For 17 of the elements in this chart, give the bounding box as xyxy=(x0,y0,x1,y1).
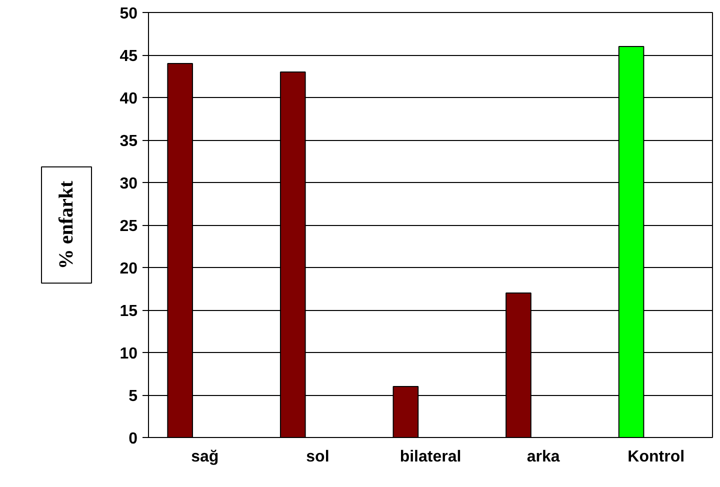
x-tick-label: sağ xyxy=(191,448,219,466)
y-tick-label: 10 xyxy=(120,346,138,362)
y-tick-label: 0 xyxy=(128,430,138,448)
x-tick-label: arka xyxy=(526,448,560,466)
y-tick-label: 20 xyxy=(120,260,138,278)
y-tick-label: 5 xyxy=(128,388,138,405)
y-axis-title: % enfarkt xyxy=(56,180,78,270)
y-tick-label: 45 xyxy=(120,48,138,65)
y-tick-label: 15 xyxy=(120,303,138,320)
y-tick-label: 35 xyxy=(120,133,138,150)
x-tick-label: sol xyxy=(306,448,330,466)
x-tick-label: Kontrol xyxy=(628,448,685,466)
y-tick-label: 50 xyxy=(120,6,138,22)
y-tick-label: 40 xyxy=(120,90,138,108)
y-tick-label: 30 xyxy=(120,176,138,192)
x-tick-label: bilateral xyxy=(400,448,462,466)
y-tick-label: 25 xyxy=(120,218,138,235)
